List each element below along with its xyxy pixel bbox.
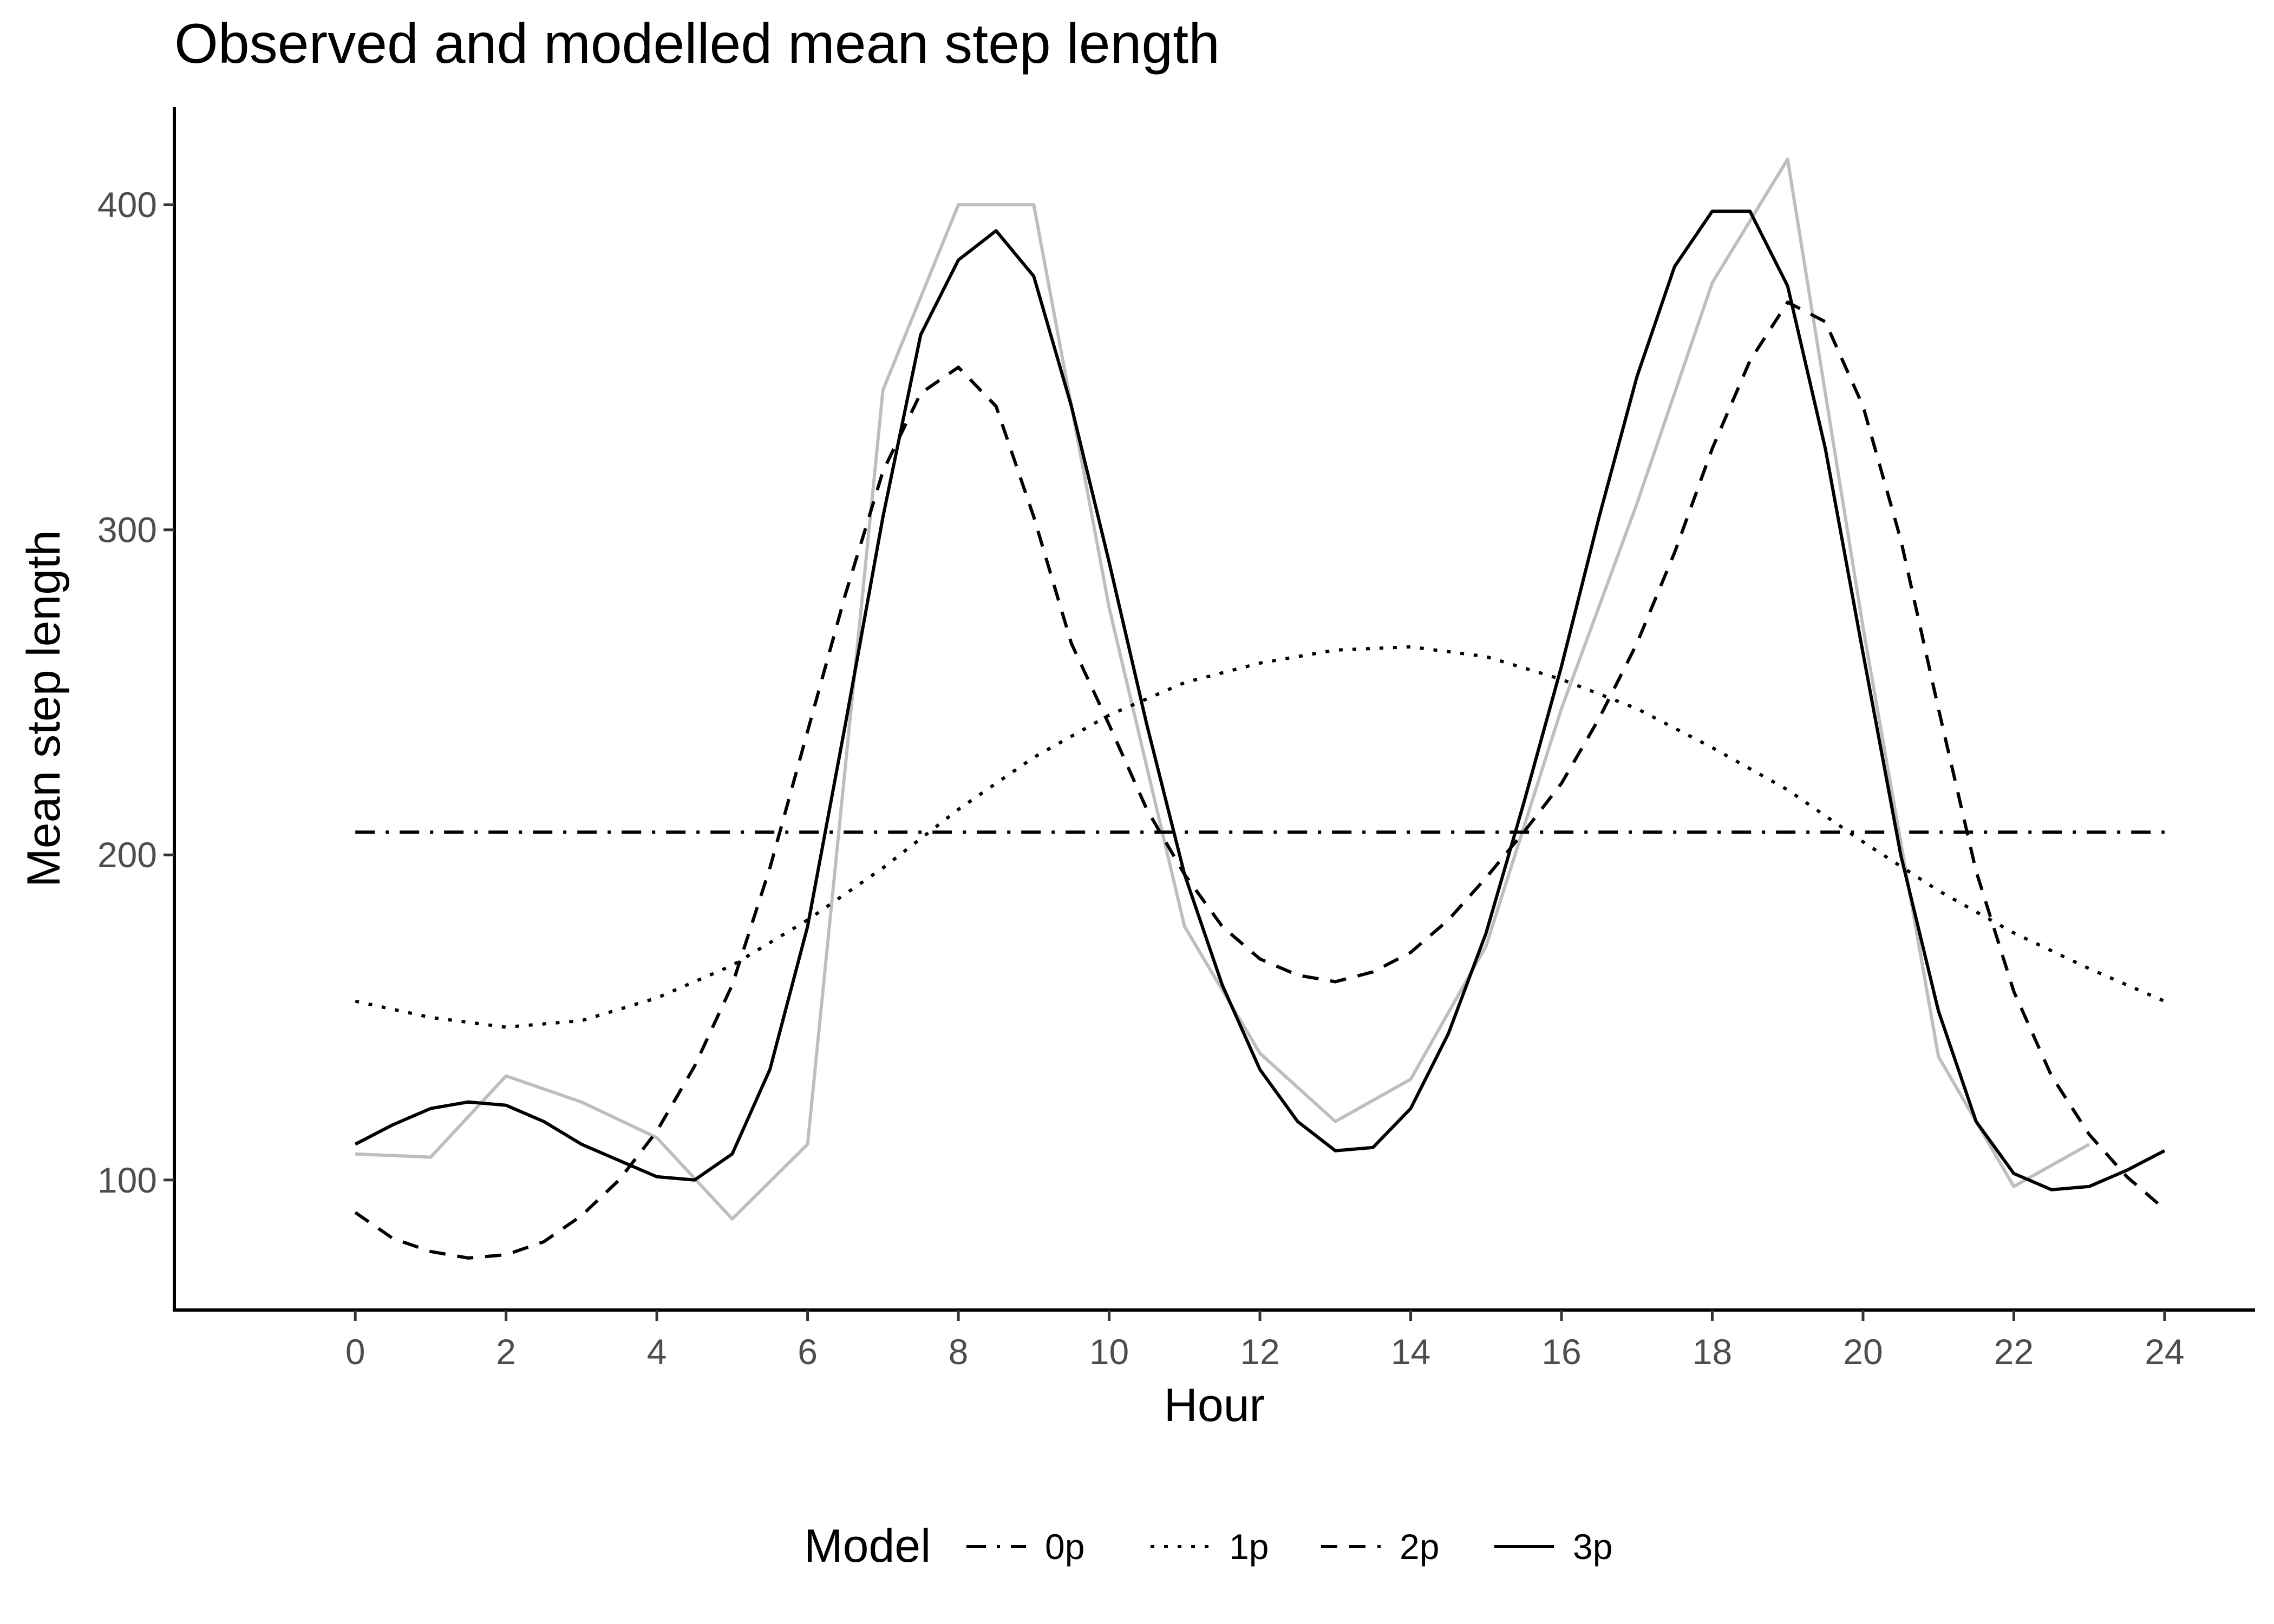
y-ticks: 100 200 300 400: [97, 185, 174, 1200]
series-layer: [354, 158, 2166, 1260]
x-tick-label: 0: [345, 1332, 365, 1372]
x-tick-label: 16: [1541, 1332, 1581, 1372]
y-tick-label: 100: [97, 1160, 157, 1200]
x-tick-label: 4: [647, 1332, 667, 1372]
x-tick-label: 12: [1240, 1332, 1279, 1372]
x-tick-label: 8: [949, 1332, 969, 1372]
legend-label-3p: 3p: [1573, 1527, 1612, 1567]
y-tick-label: 400: [97, 185, 157, 225]
observed-line: [355, 158, 2090, 1221]
x-ticks: 0 2 4 6 8 10 12 14 16 18 20 22 24: [345, 1310, 2185, 1372]
x-axis-label: Hour: [1164, 1379, 1265, 1431]
legend-label-0p: 0p: [1045, 1527, 1084, 1567]
series-line-1p: [355, 645, 2166, 1029]
y-axis-label: Mean step length: [18, 530, 70, 887]
legend: Model 0p 1p 2p 3p: [804, 1520, 1612, 1572]
chart-title: Observed and modelled mean step length: [174, 12, 1220, 75]
x-tick-label: 18: [1693, 1332, 1732, 1372]
x-tick-label: 20: [1843, 1332, 1883, 1372]
x-tick-label: 22: [1994, 1332, 2034, 1372]
legend-label-2p: 2p: [1400, 1527, 1439, 1567]
y-tick-label: 200: [97, 835, 157, 875]
x-tick-label: 24: [2145, 1332, 2184, 1372]
legend-title: Model: [804, 1520, 931, 1572]
x-tick-label: 6: [798, 1332, 818, 1372]
legend-label-1p: 1p: [1229, 1527, 1269, 1567]
x-tick-label: 10: [1089, 1332, 1129, 1372]
series-line-3p: [354, 209, 2166, 1191]
x-tick-label: 14: [1391, 1332, 1430, 1372]
x-tick-label: 2: [496, 1332, 516, 1372]
y-tick-label: 300: [97, 510, 157, 550]
series-line-2p: [354, 300, 2166, 1260]
